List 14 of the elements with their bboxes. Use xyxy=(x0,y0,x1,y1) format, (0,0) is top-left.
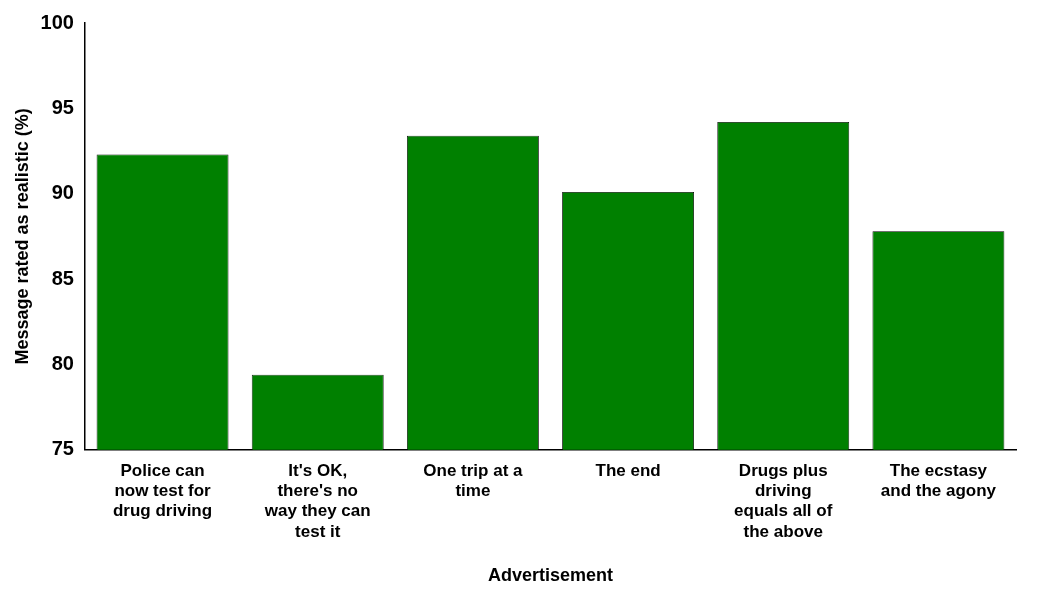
x-tick-label: The end xyxy=(595,460,661,480)
y-axis-title: Message rated as realistic (%) xyxy=(11,108,32,365)
x-tick-label: It's OK, there's no way they can test it xyxy=(263,460,371,541)
y-tick-label: 100 xyxy=(40,10,74,33)
x-tick-label: The ecstasy and the agony xyxy=(880,460,997,501)
x-tick-label: One trip at a time xyxy=(423,460,524,501)
x-axis-title: Advertisement xyxy=(487,565,614,586)
y-tick-label: 90 xyxy=(51,181,74,204)
y-tick-label: 80 xyxy=(51,351,74,374)
y-tick-label: 85 xyxy=(51,266,74,289)
y-tick-label: 75 xyxy=(51,437,74,460)
x-tick-label: Drugs plus driving equals all of the above xyxy=(734,460,833,541)
x-tick-label: Police can now test for drug driving xyxy=(112,460,213,521)
y-tick-label: 95 xyxy=(51,95,74,118)
